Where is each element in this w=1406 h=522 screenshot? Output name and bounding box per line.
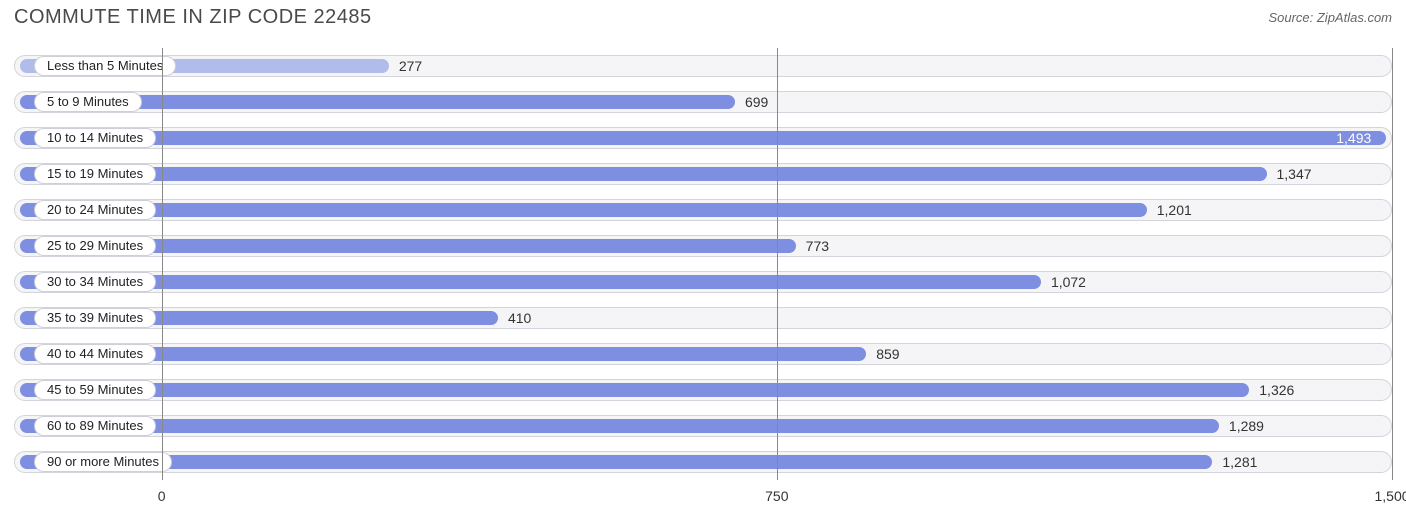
category-pill: 60 to 89 Minutes [34, 416, 156, 436]
chart-row: 699 5 to 9 Minutes [14, 84, 1392, 120]
category-pill: 35 to 39 Minutes [34, 308, 156, 328]
value-label: 1,281 [1222, 454, 1257, 470]
value-label: 1,493 [1336, 130, 1371, 146]
category-pill: 5 to 9 Minutes [34, 92, 142, 112]
value-label: 1,072 [1051, 274, 1086, 290]
gridline [1392, 48, 1393, 480]
value-label: 410 [508, 310, 531, 326]
value-label: 1,289 [1229, 418, 1264, 434]
chart-row: 1,493 10 to 14 Minutes [14, 120, 1392, 156]
bar [20, 419, 1219, 433]
value-label: 277 [399, 58, 422, 74]
category-pill: 20 to 24 Minutes [34, 200, 156, 220]
category-pill: 25 to 29 Minutes [34, 236, 156, 256]
bar [20, 203, 1147, 217]
category-pill: 45 to 59 Minutes [34, 380, 156, 400]
bar [20, 455, 1212, 469]
value-label: 773 [806, 238, 829, 254]
value-label: 1,326 [1259, 382, 1294, 398]
value-label: 1,347 [1277, 166, 1312, 182]
category-pill: 40 to 44 Minutes [34, 344, 156, 364]
x-axis-label: 750 [765, 488, 788, 504]
bar [20, 383, 1249, 397]
value-label: 1,201 [1157, 202, 1192, 218]
x-axis-label: 0 [158, 488, 166, 504]
gridline [162, 48, 163, 480]
chart-row: 1,326 45 to 59 Minutes [14, 372, 1392, 408]
chart-row: 773 25 to 29 Minutes [14, 228, 1392, 264]
x-axis-label: 1,500 [1374, 488, 1406, 504]
category-pill: 30 to 34 Minutes [34, 272, 156, 292]
chart-row: 1,281 90 or more Minutes [14, 444, 1392, 480]
category-pill: Less than 5 Minutes [34, 56, 176, 76]
gridline [777, 48, 778, 480]
chart-rows: 277 Less than 5 Minutes 699 5 to 9 Minutes 1… [14, 48, 1392, 480]
chart-row: 1,072 30 to 34 Minutes [14, 264, 1392, 300]
chart-row: 1,201 20 to 24 Minutes [14, 192, 1392, 228]
chart-row: 1,347 15 to 19 Minutes [14, 156, 1392, 192]
bar [20, 167, 1267, 181]
bar [20, 131, 1386, 145]
chart-row: 859 40 to 44 Minutes [14, 336, 1392, 372]
value-label: 859 [876, 346, 899, 362]
chart-source: Source: ZipAtlas.com [1268, 10, 1392, 25]
category-pill: 10 to 14 Minutes [34, 128, 156, 148]
chart-row: 1,289 60 to 89 Minutes [14, 408, 1392, 444]
chart-row: 410 35 to 39 Minutes [14, 300, 1392, 336]
bar [20, 275, 1041, 289]
value-label: 699 [745, 94, 768, 110]
category-pill: 15 to 19 Minutes [34, 164, 156, 184]
chart-row: 277 Less than 5 Minutes [14, 48, 1392, 84]
commute-time-chart: 277 Less than 5 Minutes 699 5 to 9 Minutes 1… [14, 48, 1392, 480]
chart-title: COMMUTE TIME IN ZIP CODE 22485 [14, 6, 372, 29]
category-pill: 90 or more Minutes [34, 452, 172, 472]
